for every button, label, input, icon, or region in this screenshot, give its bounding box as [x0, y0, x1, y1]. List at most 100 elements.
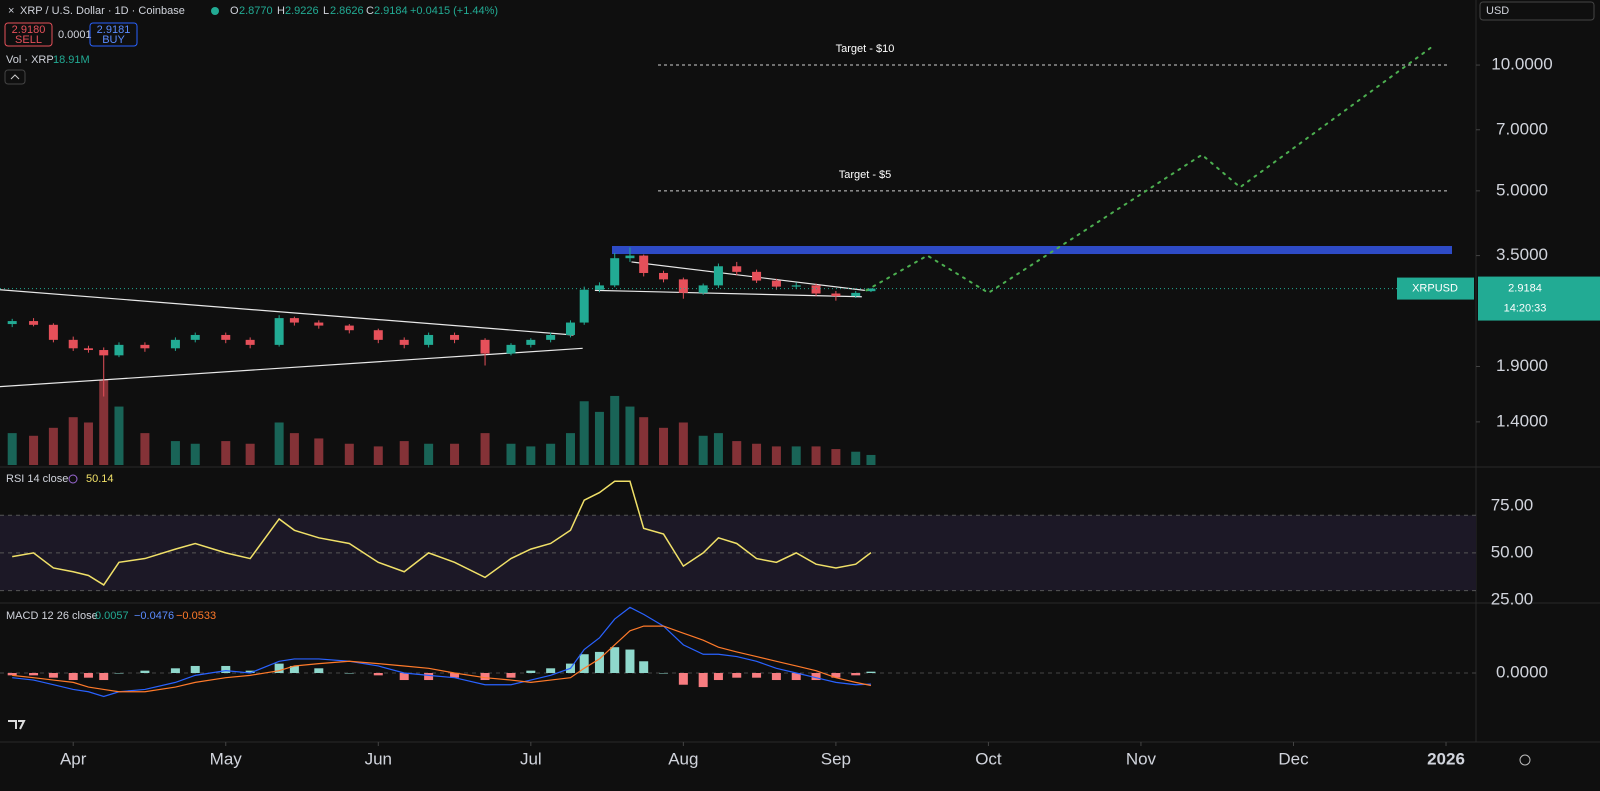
- volume-bar: [289, 433, 299, 465]
- macd-histogram-bar: [713, 673, 723, 681]
- macd-histogram-bar: [114, 673, 124, 674]
- volume-bar: [83, 422, 93, 465]
- rsi-last: 50.14: [86, 473, 114, 485]
- macd-histogram-bar: [314, 668, 324, 673]
- macd-histogram-bar: [625, 649, 635, 673]
- candle-body: [625, 255, 635, 259]
- x-tick-label: Jun: [365, 749, 392, 768]
- macd-histogram-bar: [289, 665, 299, 673]
- y-tick-label: 1.9000: [1496, 356, 1548, 375]
- buy-label: BUY: [102, 34, 125, 46]
- macd-histogram-bar: [698, 673, 708, 688]
- trend-line: [0, 347, 583, 388]
- candle-body: [424, 334, 434, 345]
- candle-body: [289, 318, 299, 323]
- candle-body: [190, 334, 200, 340]
- candle-body: [480, 339, 490, 354]
- y-tick-label: 7.0000: [1496, 119, 1548, 138]
- x-tick-label: Sep: [821, 749, 851, 768]
- collapse-button[interactable]: [4, 69, 26, 85]
- macd-histogram-bar: [594, 651, 604, 673]
- volume-bar: [791, 446, 801, 465]
- macd-histogram-bar: [83, 673, 93, 678]
- currency: USD: [1486, 5, 1509, 17]
- candle-body: [546, 334, 556, 340]
- candle-body: [344, 325, 354, 331]
- macd-histogram-bar: [480, 673, 490, 681]
- volume-bar: [639, 417, 649, 465]
- candle-body: [659, 272, 669, 280]
- candle-body: [791, 285, 801, 287]
- x-tick-label: 2026: [1427, 749, 1465, 768]
- macd-histogram-bar: [373, 673, 383, 676]
- resistance-zone: [612, 245, 1452, 255]
- candle-body: [639, 255, 649, 273]
- symbol-tag: [1397, 277, 1474, 300]
- volume-bar: [221, 441, 231, 465]
- x-tick-label: Apr: [60, 749, 87, 768]
- settings-gear[interactable]: [1519, 754, 1531, 766]
- candle-body: [399, 339, 409, 345]
- symbol-title: XRP / U.S. Dollar · 1D · Coinbase: [20, 5, 185, 17]
- macd-hist-last: 0.0057: [95, 610, 129, 622]
- candle-body: [99, 350, 109, 356]
- volume-bar: [314, 438, 324, 465]
- x-tick-label: Oct: [975, 749, 1002, 768]
- macd-histogram-bar: [68, 673, 78, 681]
- candle-body: [48, 324, 58, 340]
- change-value: +0.0415 (+1.44%): [410, 5, 498, 17]
- rsi-label: RSI 14 close: [6, 473, 68, 485]
- macd-tick-label: 0.0000: [1496, 662, 1548, 681]
- volume-last: 18.91M: [53, 54, 90, 66]
- volume-bar: [831, 449, 841, 465]
- candle-body: [526, 339, 536, 345]
- rsi-tick-label: 25.00: [1491, 589, 1534, 608]
- volume-bar: [48, 427, 58, 465]
- status-dot: [211, 7, 219, 15]
- volume-bar: [594, 411, 604, 465]
- settings-icon[interactable]: [68, 474, 78, 484]
- volume-bar: [274, 422, 284, 465]
- volume-bar: [373, 446, 383, 465]
- x-tick-label: Dec: [1278, 749, 1309, 768]
- volume-label: Vol · XRP: [6, 54, 54, 66]
- signal-line: [12, 625, 872, 693]
- close-icon[interactable]: ×: [8, 5, 14, 17]
- macd-histogram-bar: [831, 673, 841, 678]
- x-tick-label: Jul: [520, 749, 542, 768]
- target-label: Target - $10: [836, 43, 895, 55]
- macd-histogram-bar: [866, 671, 876, 673]
- candle-body: [610, 258, 620, 286]
- macd-histogram-bar: [170, 668, 180, 673]
- target-label: Target - $5: [839, 169, 892, 181]
- ohlc-label: O: [230, 5, 239, 17]
- volume-bar: [866, 454, 876, 465]
- volume-bar: [698, 435, 708, 465]
- trend-line: [594, 289, 862, 298]
- macd-line: [12, 606, 871, 698]
- volume-bar: [114, 406, 124, 465]
- candle-body: [851, 292, 861, 297]
- macd-histogram-bar: [190, 665, 200, 673]
- y-tick-label: 3.5000: [1496, 245, 1548, 264]
- volume-bar: [811, 446, 821, 465]
- ohlc-value: 2.9226: [285, 5, 319, 17]
- x-tick-label: Nov: [1126, 749, 1157, 768]
- candle-body: [678, 279, 688, 293]
- macd-histogram-bar: [851, 673, 861, 676]
- volume-bar: [732, 441, 742, 465]
- ohlc-label: H: [277, 5, 285, 17]
- currency-select[interactable]: [1479, 1, 1595, 21]
- buy-button[interactable]: [89, 22, 138, 47]
- volume-bar: [579, 401, 589, 465]
- volume-bar: [771, 446, 781, 465]
- macd-histogram-bar: [526, 670, 536, 673]
- candle-body: [771, 280, 781, 287]
- sell-button[interactable]: [4, 22, 53, 47]
- volume-bar: [99, 380, 109, 465]
- macd-histogram-bar: [7, 673, 17, 676]
- volume-bar: [625, 406, 635, 465]
- volume-bar: [170, 441, 180, 465]
- candle-body: [565, 322, 575, 335]
- macd-histogram-bar: [579, 654, 589, 673]
